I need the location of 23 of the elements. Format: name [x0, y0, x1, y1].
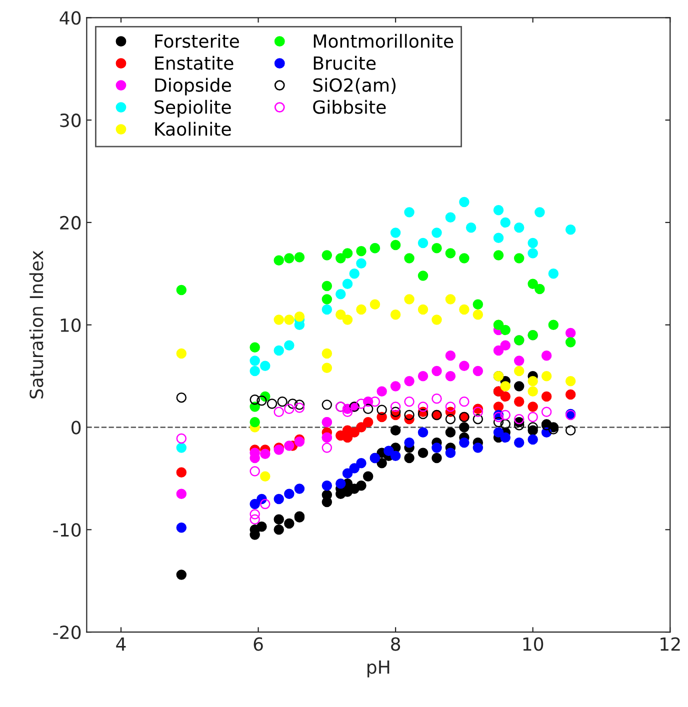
legend-label: Montmorillonite — [314, 34, 454, 48]
x-tick-label: 4 — [116, 637, 126, 651]
x-tick-label: 12 — [660, 637, 680, 651]
legend-label: Gibbsite — [313, 100, 386, 114]
legend-label: SiO2(am) — [313, 78, 396, 94]
y-tick-label: 20 — [60, 216, 81, 230]
legend-label: Enstatite — [155, 56, 234, 70]
legend-label: Diopside — [155, 78, 231, 96]
legend-label: Kaolinite — [155, 122, 231, 136]
y-tick-label: 30 — [60, 114, 81, 128]
legend-label: Brucite — [314, 56, 376, 70]
legend-label: Sepiolite — [154, 100, 231, 118]
y-tick-label: -20 — [53, 626, 81, 640]
legend-label: Forsterite — [155, 34, 239, 48]
x-axis-title: pH — [368, 660, 390, 678]
y-tick-label: 10 — [60, 318, 81, 332]
y-tick-label: -10 — [53, 523, 81, 537]
y-tick-label: 40 — [60, 11, 81, 25]
y-axis-title: Saturation Index — [29, 250, 44, 398]
y-tick-label: 0 — [72, 420, 81, 434]
x-tick-label: 10 — [523, 637, 544, 651]
x-tick-label: 6 — [254, 637, 263, 651]
x-tick-label: 8 — [391, 637, 400, 651]
